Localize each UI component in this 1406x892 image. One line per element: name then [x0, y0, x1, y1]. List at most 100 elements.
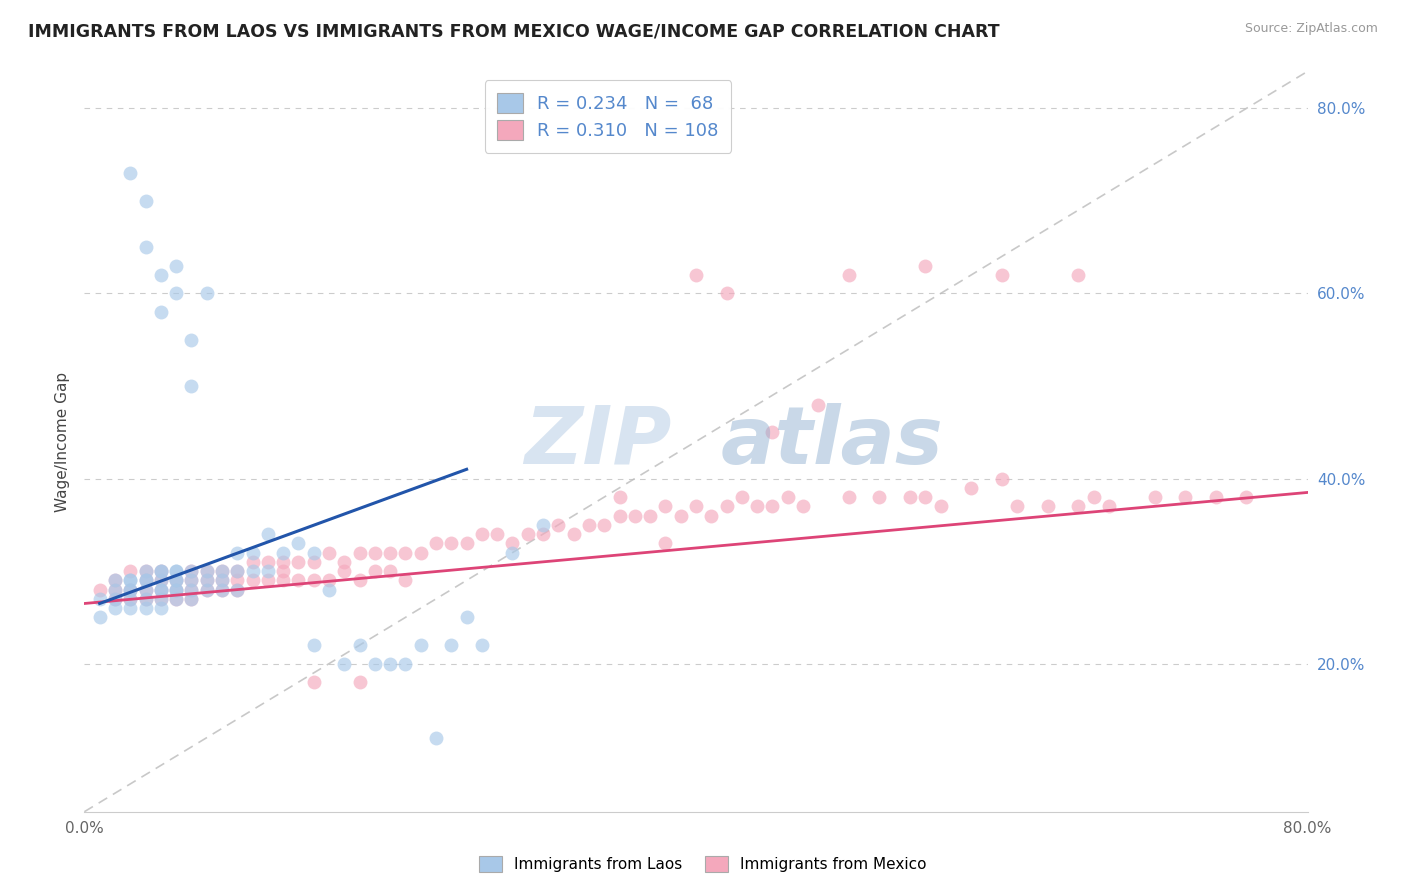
Point [180, 582, 202, 597]
Point [333, 564, 356, 578]
Point [869, 490, 891, 504]
Point [364, 564, 387, 578]
Point [318, 574, 340, 588]
Point [257, 527, 280, 541]
Point [180, 591, 202, 606]
Point [394, 657, 416, 671]
Point [149, 268, 172, 282]
Point [502, 536, 524, 550]
Point [180, 333, 202, 347]
Point [960, 481, 983, 495]
Point [333, 657, 356, 671]
Point [149, 564, 172, 578]
Point [195, 564, 218, 578]
Point [226, 582, 249, 597]
Point [149, 582, 172, 597]
Point [149, 582, 172, 597]
Point [638, 508, 661, 523]
Point [547, 517, 569, 532]
Point [180, 564, 202, 578]
Point [242, 564, 264, 578]
Point [409, 546, 432, 560]
Point [731, 490, 754, 504]
Point [149, 574, 172, 588]
Point [914, 490, 936, 504]
Point [135, 564, 157, 578]
Point [211, 574, 233, 588]
Point [302, 638, 325, 652]
Point [333, 555, 356, 569]
Point [716, 500, 738, 514]
Point [89, 582, 111, 597]
Point [1205, 490, 1227, 504]
Point [394, 546, 416, 560]
Point [380, 657, 402, 671]
Point [104, 582, 127, 597]
Point [1174, 490, 1197, 504]
Text: atlas: atlas [720, 402, 943, 481]
Point [120, 582, 142, 597]
Point [440, 638, 463, 652]
Point [165, 259, 187, 273]
Point [838, 268, 860, 282]
Point [135, 582, 157, 597]
Point [89, 591, 111, 606]
Point [1067, 500, 1090, 514]
Point [135, 601, 157, 615]
Point [1143, 490, 1166, 504]
Point [149, 601, 172, 615]
Point [120, 166, 142, 180]
Point [1083, 490, 1105, 504]
Point [991, 268, 1014, 282]
Point [271, 564, 294, 578]
Point [226, 574, 249, 588]
Point [257, 564, 280, 578]
Point [609, 490, 631, 504]
Point [135, 194, 157, 208]
Point [120, 582, 142, 597]
Point [165, 582, 187, 597]
Point [364, 657, 387, 671]
Point [120, 564, 142, 578]
Point [271, 555, 294, 569]
Point [747, 500, 769, 514]
Point [624, 508, 647, 523]
Point [257, 574, 280, 588]
Point [531, 527, 554, 541]
Point [104, 591, 127, 606]
Point [531, 517, 554, 532]
Point [149, 305, 172, 319]
Point [180, 574, 202, 588]
Point [471, 527, 494, 541]
Point [471, 638, 494, 652]
Point [120, 591, 142, 606]
Point [165, 582, 187, 597]
Point [1236, 490, 1258, 504]
Point [456, 610, 478, 624]
Point [149, 591, 172, 606]
Text: Source: ZipAtlas.com: Source: ZipAtlas.com [1244, 22, 1378, 36]
Point [440, 536, 463, 550]
Point [669, 508, 692, 523]
Point [456, 536, 478, 550]
Point [318, 582, 340, 597]
Point [211, 564, 233, 578]
Point [120, 601, 142, 615]
Point [195, 286, 218, 301]
Point [302, 555, 325, 569]
Point [685, 268, 707, 282]
Point [195, 574, 218, 588]
Point [180, 574, 202, 588]
Point [180, 564, 202, 578]
Point [349, 574, 371, 588]
Point [104, 574, 127, 588]
Point [271, 546, 294, 560]
Point [149, 591, 172, 606]
Point [364, 546, 387, 560]
Point [700, 508, 723, 523]
Point [380, 546, 402, 560]
Point [135, 582, 157, 597]
Point [807, 398, 830, 412]
Point [1005, 500, 1028, 514]
Point [1098, 500, 1121, 514]
